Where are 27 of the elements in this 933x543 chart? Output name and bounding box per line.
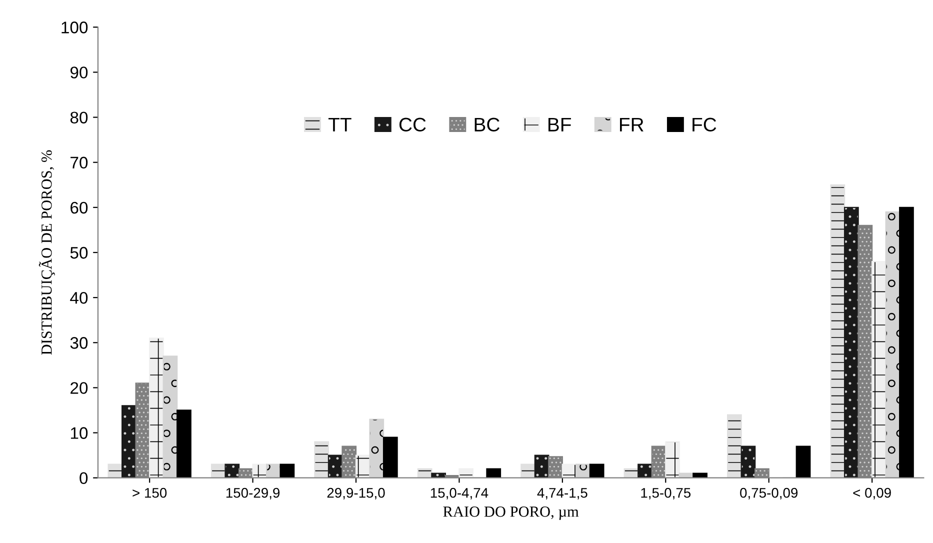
- y-tick-label: 60: [70, 202, 88, 214]
- x-axis-title: RAIO DO PORO, µm: [443, 506, 579, 520]
- y-tick-label: 100: [62, 22, 88, 34]
- legend-label: BC: [474, 118, 500, 132]
- y-tick-label: 80: [70, 112, 88, 124]
- y-tick-label: 0: [80, 472, 88, 484]
- x-tick-label: 29,9-15,0: [327, 488, 385, 500]
- x-tick-label: 150-29,9: [226, 488, 280, 500]
- y-tick-label: 20: [70, 382, 88, 394]
- x-tick-label: < 0,09: [853, 488, 891, 500]
- y-tick-label: 70: [70, 156, 88, 169]
- x-tick-label: > 150: [132, 488, 167, 498]
- x-tick-label: 15,0-4,74: [430, 488, 488, 500]
- x-tick-label: 4,74-1,5: [537, 488, 588, 500]
- y-tick-label: 50: [70, 246, 88, 259]
- legend-label: FR: [620, 118, 644, 132]
- legend-label: BF: [548, 118, 571, 132]
- y-tick-label: 10: [70, 427, 88, 439]
- legend-label: TT: [328, 118, 352, 132]
- x-tick-label: 1,5-0,75: [641, 488, 691, 500]
- legend-label: CC: [399, 118, 426, 132]
- x-tick-label: 0,75-0,09: [740, 488, 798, 500]
- y-tick-label: 90: [70, 66, 88, 78]
- y-axis-title: DISTRIBUIÇÃO DE POROS, %: [38, 150, 55, 355]
- legend-label: FC: [692, 118, 716, 132]
- y-tick-label: 40: [70, 292, 88, 304]
- y-tick-label: 30: [70, 337, 88, 349]
